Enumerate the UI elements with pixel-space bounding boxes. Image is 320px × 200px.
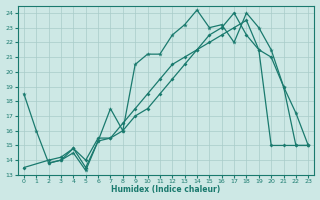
X-axis label: Humidex (Indice chaleur): Humidex (Indice chaleur) (111, 185, 221, 194)
